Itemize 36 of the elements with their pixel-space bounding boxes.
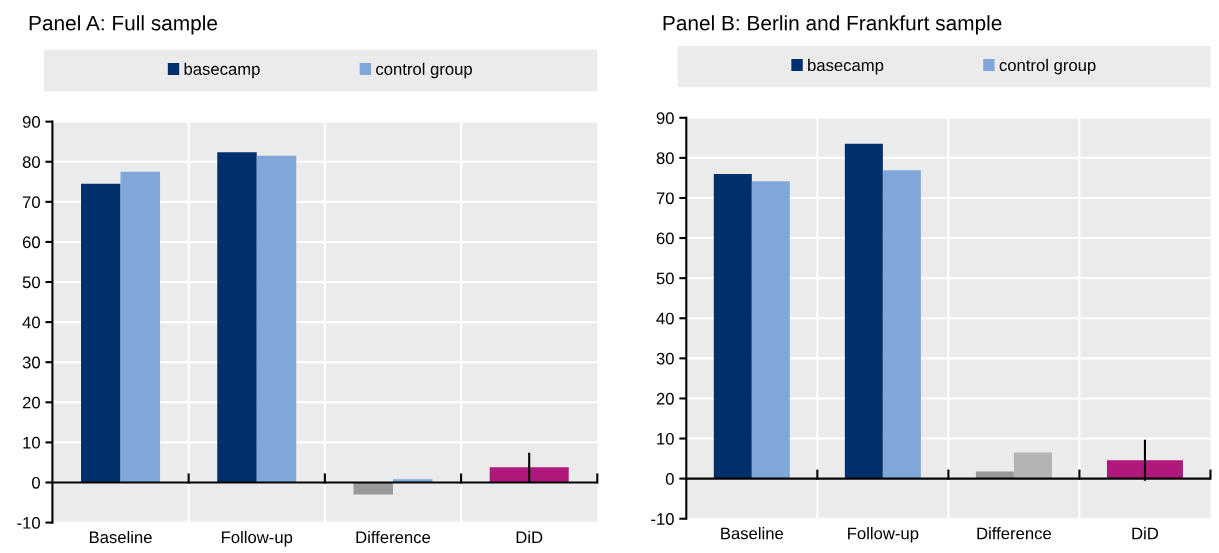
y-tick-label: 70 xyxy=(656,192,674,205)
x-tick-label: Baseline xyxy=(89,530,152,544)
legend-label: basecamp xyxy=(184,62,260,79)
legend-label: control group xyxy=(999,58,1096,75)
y-tick-label: 0 xyxy=(31,476,40,489)
y-tick-label: 50 xyxy=(22,276,40,289)
y-tick-label: 30 xyxy=(656,352,674,365)
chart-title: Panel B: Berlin and Frankfurt sample xyxy=(663,15,1002,35)
x-tick-label: Difference xyxy=(356,530,431,544)
y-tick-label: 40 xyxy=(656,312,674,325)
x-tick-label: Baseline xyxy=(721,527,784,540)
x-tick-label: Follow-up xyxy=(848,527,919,543)
y-tick-label: -10 xyxy=(651,513,674,525)
y-tick-label: 60 xyxy=(22,236,40,249)
y-tick-label: 90 xyxy=(656,112,674,124)
y-tick-label: 20 xyxy=(656,392,674,405)
legend-label: control group xyxy=(376,62,472,79)
y-tick-label: 0 xyxy=(665,473,674,485)
x-tick-label: Follow-up xyxy=(222,530,293,547)
y-tick-label: 60 xyxy=(656,232,674,245)
y-tick-label: 10 xyxy=(23,436,40,449)
y-tick-label: 10 xyxy=(657,432,674,445)
legend-label: basecamp xyxy=(808,58,884,75)
y-tick-label: 50 xyxy=(656,272,674,285)
y-tick-label: 80 xyxy=(656,152,674,165)
x-tick-label: DiD xyxy=(1132,527,1159,540)
y-tick-label: 80 xyxy=(22,156,40,168)
chart-title: Panel A: Full sample xyxy=(29,15,218,35)
x-tick-label: Difference xyxy=(977,527,1051,540)
y-tick-label: 70 xyxy=(22,196,40,209)
y-tick-label: 30 xyxy=(22,356,40,369)
x-tick-label: DiD xyxy=(516,530,543,543)
y-tick-label: 20 xyxy=(22,396,40,409)
y-tick-label: -10 xyxy=(17,516,40,529)
y-tick-label: 40 xyxy=(22,316,40,329)
y-tick-label: 90 xyxy=(22,116,40,128)
